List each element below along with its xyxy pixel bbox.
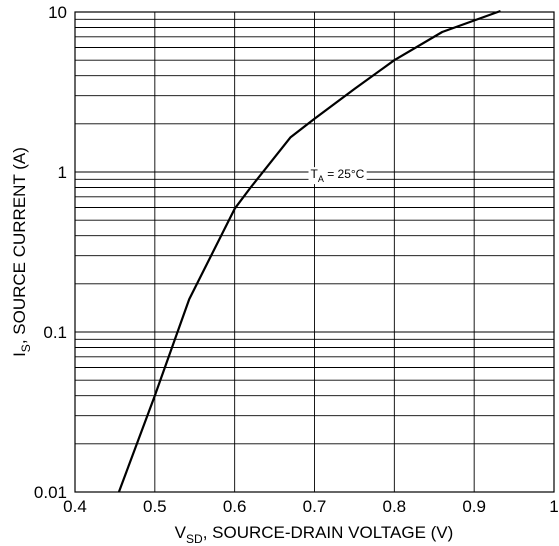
series-line — [117, 9, 501, 493]
annotation-background — [308, 167, 367, 185]
x-tick-label: 0.9 — [462, 497, 486, 516]
annotation-prefix: T — [311, 167, 319, 181]
x-axis-ticks: 0.4 0.5 0.6 0.7 0.8 0.9 1 — [63, 497, 559, 516]
x-tick-label: 0.4 — [63, 497, 87, 516]
temperature-annotation: TA = 25°C — [308, 167, 367, 185]
x-tick-label: 1 — [549, 497, 558, 516]
annotation-rest: = 25°C — [324, 167, 365, 181]
annotation-subscript: A — [318, 174, 324, 184]
annotation-label: TA = 25°C — [311, 167, 365, 184]
x-axis-title-prefix: V — [175, 523, 187, 542]
y-tick-label: 1 — [58, 163, 67, 182]
x-axis-title-subscript: SD — [186, 532, 203, 546]
y-axis-title-prefix: I — [10, 352, 29, 357]
y-axis-title-subscript: S — [19, 344, 33, 352]
x-axis-title: VSD, SOURCE-DRAIN VOLTAGE (V) — [175, 523, 454, 546]
x-tick-label: 0.5 — [143, 497, 167, 516]
y-tick-label: 10 — [48, 3, 67, 22]
series-layer — [117, 9, 501, 493]
y-axis-ticks: 0.01 0.1 1 10 — [34, 3, 67, 502]
x-axis-title-rest: , SOURCE-DRAIN VOLTAGE (V) — [203, 523, 454, 542]
y-tick-label: 0.01 — [34, 483, 67, 502]
y-axis-title: IS, SOURCE CURRENT (A) — [10, 147, 33, 357]
x-tick-label: 0.7 — [303, 497, 327, 516]
plot-frame — [74, 11, 555, 493]
y-tick-label: 0.1 — [43, 323, 67, 342]
x-tick-label: 0.6 — [223, 497, 247, 516]
y-axis-title-rest: , SOURCE CURRENT (A) — [10, 147, 29, 344]
x-tick-label: 0.8 — [383, 497, 407, 516]
